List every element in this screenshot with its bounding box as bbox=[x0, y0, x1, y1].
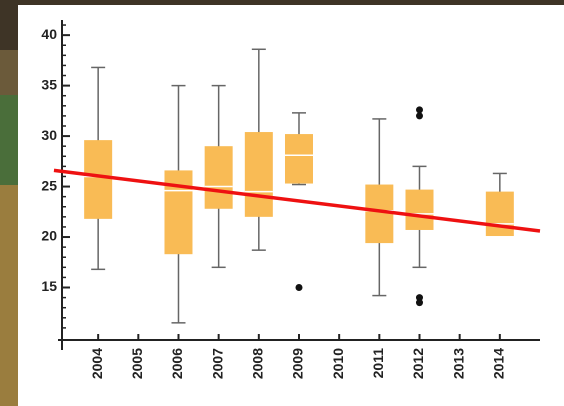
box bbox=[244, 132, 273, 217]
box bbox=[84, 140, 113, 219]
outlier bbox=[295, 284, 303, 292]
x-tick-label: 2008 bbox=[250, 348, 266, 379]
y-tick-label: 35 bbox=[41, 76, 57, 92]
y-tick-label: 15 bbox=[41, 278, 57, 294]
x-tick-label: 2010 bbox=[330, 348, 346, 379]
outlier bbox=[415, 106, 423, 114]
box bbox=[204, 146, 233, 209]
x-tick-label: 2012 bbox=[410, 348, 426, 379]
outlier bbox=[415, 112, 423, 120]
x-tick-label: 2007 bbox=[209, 348, 225, 379]
x-tick-label: 2005 bbox=[129, 348, 145, 379]
x-tick-label: 2006 bbox=[169, 348, 185, 379]
outlier bbox=[415, 294, 423, 302]
outlier bbox=[415, 299, 423, 307]
box bbox=[485, 191, 514, 237]
y-tick-label: 20 bbox=[41, 228, 57, 244]
photo-trees bbox=[0, 95, 18, 185]
x-tick-label: 2013 bbox=[450, 348, 466, 379]
y-tick-label: 40 bbox=[41, 26, 57, 42]
x-tick-label: 2004 bbox=[89, 348, 105, 379]
photo-field bbox=[0, 185, 18, 406]
x-tick-label: 2009 bbox=[290, 348, 306, 379]
box bbox=[405, 189, 434, 230]
y-tick-label: 30 bbox=[41, 127, 57, 143]
x-tick-label: 2014 bbox=[491, 348, 507, 379]
trend-line bbox=[53, 168, 541, 233]
y-tick-label: 25 bbox=[41, 177, 57, 193]
x-tick-label: 2011 bbox=[370, 348, 386, 379]
box bbox=[284, 134, 313, 184]
